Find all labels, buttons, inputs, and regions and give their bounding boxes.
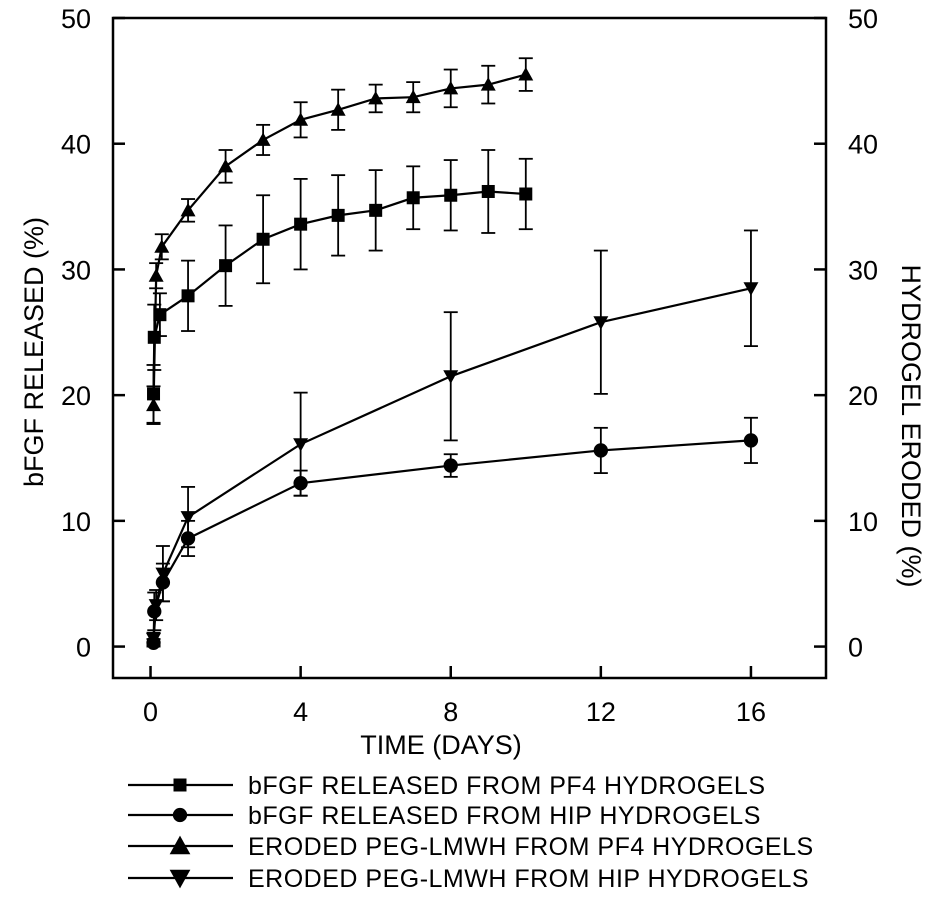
x-tick-label: 12 — [586, 697, 616, 727]
data-point — [443, 370, 459, 384]
data-point — [154, 239, 170, 253]
y2-tick-label: 40 — [848, 130, 878, 160]
data-point — [293, 112, 309, 126]
y-tick-label: 40 — [61, 130, 91, 160]
data-point — [255, 132, 271, 146]
y2-tick-label: 20 — [848, 381, 878, 411]
data-point — [256, 232, 270, 246]
legend-entry: bFGF RELEASED FROM PF4 HYDROGELS — [128, 772, 766, 800]
legend-entry: bFGF RELEASED FROM HIP HYDROGELS — [128, 802, 761, 830]
legend-label: bFGF RELEASED FROM HIP HYDROGELS — [248, 802, 761, 830]
x-axis-title: TIME (DAYS) — [360, 730, 522, 760]
legend-label: ERODED PEG-LMWH FROM PF4 HYDROGELS — [248, 833, 814, 861]
data-point — [405, 89, 421, 104]
data-point — [443, 80, 459, 95]
legend-marker — [172, 807, 188, 823]
data-point — [148, 599, 164, 613]
data-point — [518, 67, 534, 81]
data-point — [743, 282, 759, 296]
legend-marker — [173, 778, 187, 792]
axis-ticks: 0 4 8 12 16 0 10 20 30 40 50 0 10 20 30 40 50 — [61, 4, 878, 727]
y2-tick-label: 30 — [848, 255, 878, 285]
x-tick-label: 4 — [293, 697, 308, 727]
series-2 — [146, 416, 759, 650]
x-tick-label: 8 — [443, 697, 458, 727]
y2-axis-title: HYDROGEL ERODED (%) — [896, 264, 926, 587]
y-tick-label: 0 — [76, 633, 91, 663]
data-point — [406, 191, 420, 205]
data-series — [146, 57, 759, 650]
series-3 — [146, 57, 534, 425]
data-point — [294, 217, 308, 231]
y2-tick-label: 10 — [848, 507, 878, 537]
y-tick-label: 50 — [61, 4, 91, 34]
data-point — [293, 438, 309, 452]
data-point — [481, 184, 495, 198]
data-point — [444, 188, 458, 202]
x-tick-label: 16 — [736, 697, 766, 727]
y-tick-label: 20 — [61, 381, 91, 411]
x-tick-label: 0 — [143, 697, 158, 727]
data-point — [146, 633, 162, 647]
y-axis-title: bFGF RELEASED (%) — [19, 217, 49, 487]
data-point — [153, 308, 167, 322]
series-line — [152, 73, 527, 406]
y2-tick-label: 0 — [848, 633, 863, 663]
data-point — [519, 187, 533, 201]
data-point — [155, 567, 171, 582]
legend-entry: ERODED PEG-LMWH FROM HIP HYDROGELS — [128, 865, 809, 893]
data-point — [146, 397, 162, 412]
data-point — [369, 203, 383, 217]
data-point — [181, 289, 195, 303]
legend-entry: ERODED PEG-LMWH FROM PF4 HYDROGELS — [128, 833, 814, 861]
data-point — [148, 268, 164, 282]
data-point — [593, 316, 609, 330]
data-point — [180, 202, 196, 217]
legend-label: bFGF RELEASED FROM PF4 HYDROGELS — [248, 772, 766, 800]
data-point — [368, 90, 384, 105]
y-tick-label: 30 — [61, 255, 91, 285]
data-point — [330, 102, 346, 116]
legend-marker — [169, 835, 191, 855]
series-4 — [146, 229, 759, 647]
y-tick-label: 10 — [61, 507, 91, 537]
legend-marker — [169, 869, 191, 889]
y2-tick-label: 50 — [848, 4, 878, 34]
data-point — [218, 158, 234, 173]
data-point — [219, 259, 233, 273]
legend-label: ERODED PEG-LMWH FROM HIP HYDROGELS — [248, 865, 809, 893]
data-point — [593, 443, 608, 458]
plot-frame — [111, 16, 828, 680]
data-point — [443, 458, 458, 473]
data-point — [180, 511, 196, 525]
data-point — [331, 208, 345, 222]
data-point — [480, 77, 496, 91]
data-point — [743, 433, 759, 448]
